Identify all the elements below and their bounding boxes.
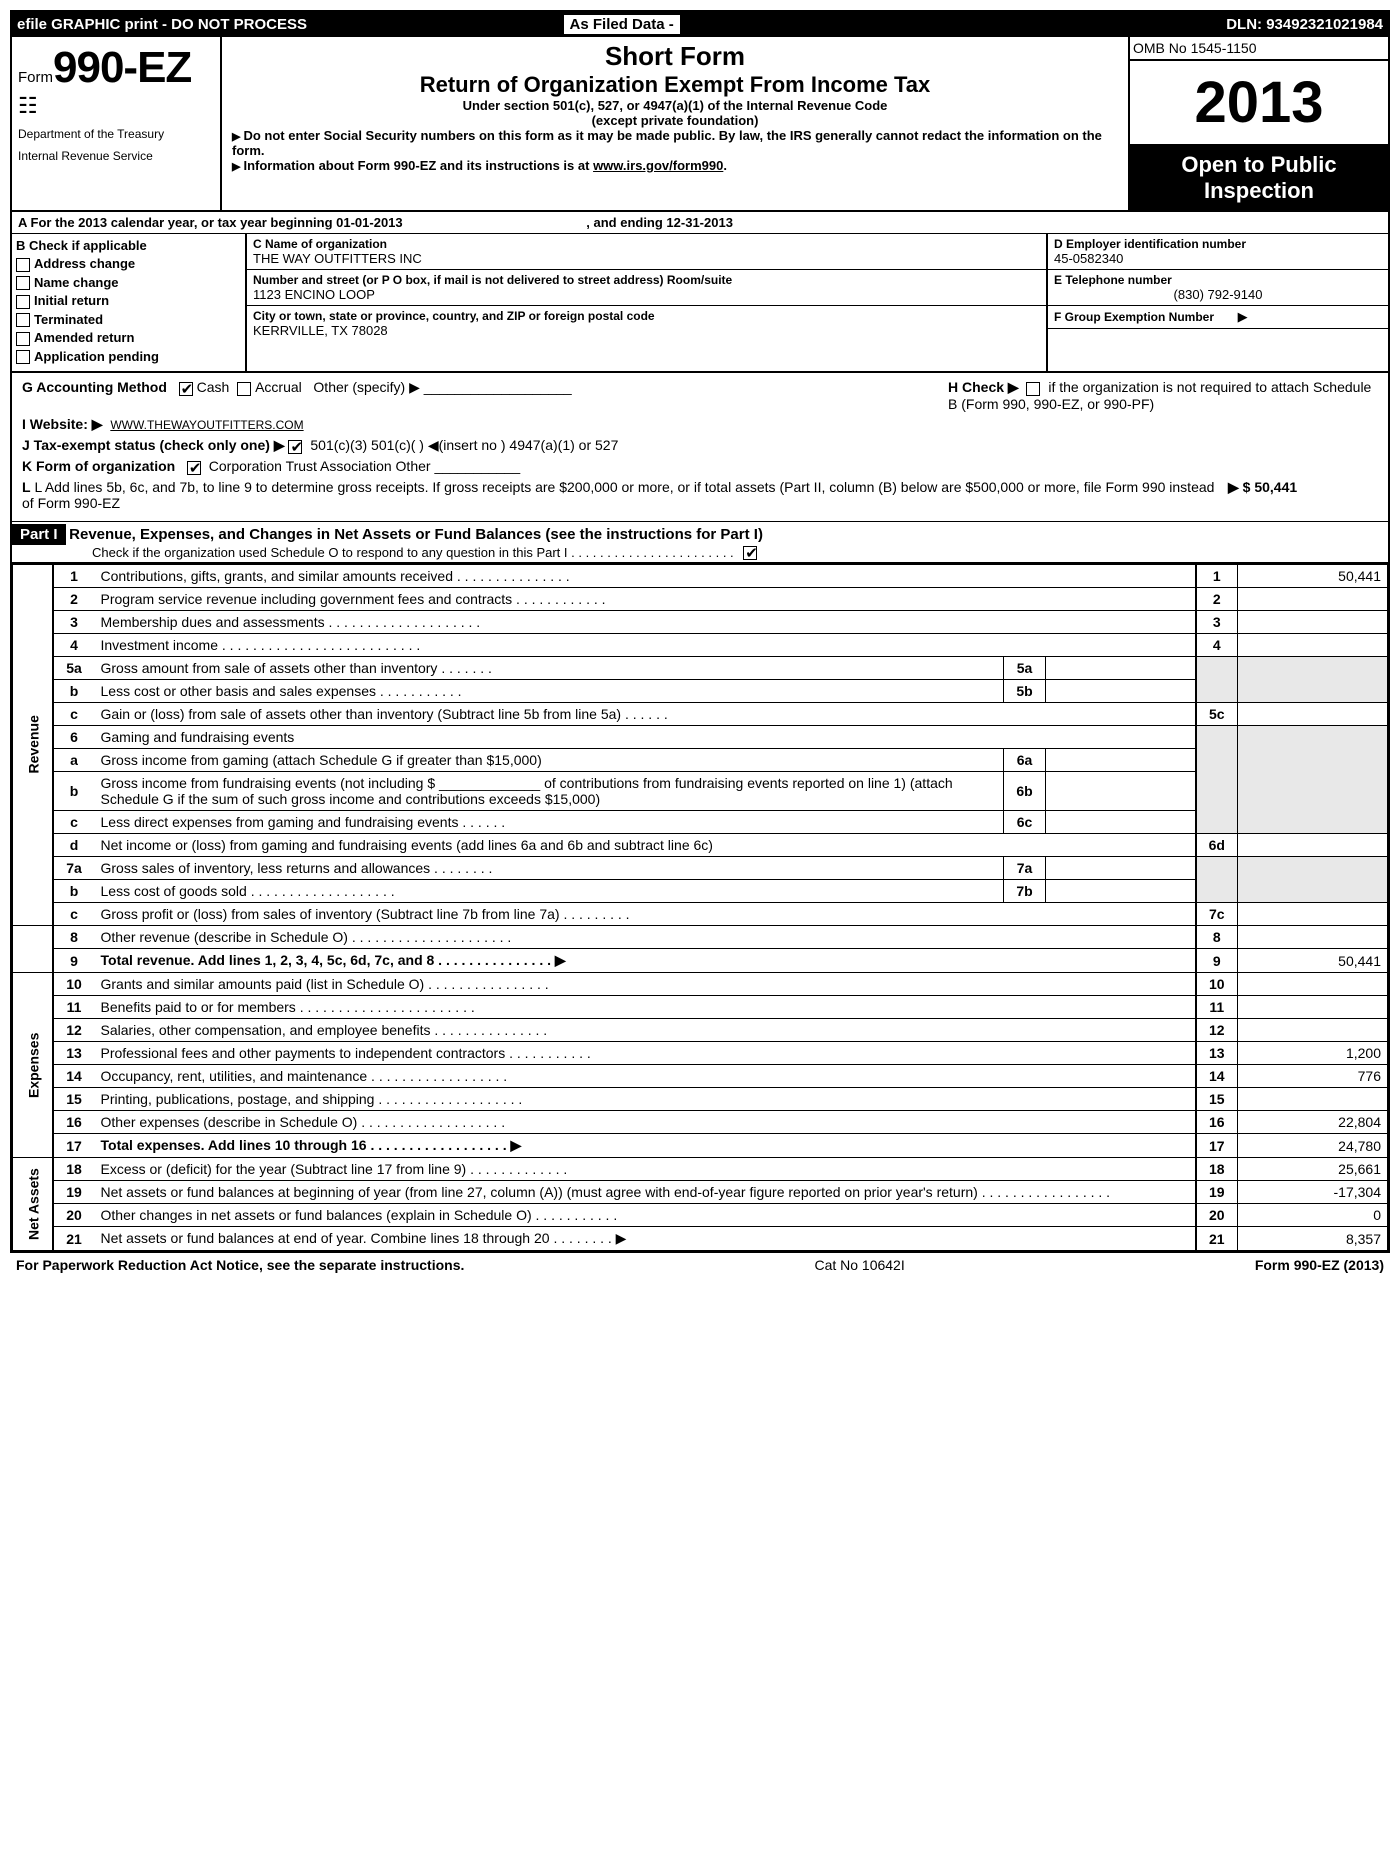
line-21-value: 8,357 — [1238, 1227, 1388, 1251]
ssn-warning: Do not enter Social Security numbers on … — [232, 128, 1102, 158]
header-center: Short Form Return of Organization Exempt… — [222, 37, 1128, 210]
checkbox-accrual[interactable] — [237, 382, 251, 396]
checkbox-initial-return[interactable] — [16, 295, 30, 309]
checkbox-application-pending[interactable] — [16, 350, 30, 364]
info-text: Information about Form 990-EZ and its in… — [243, 158, 593, 173]
checkbox-name-change[interactable] — [16, 276, 30, 290]
part-1-table: Revenue 1 Contributions, gifts, grants, … — [12, 563, 1388, 1251]
ein-value: 45-0582340 — [1054, 251, 1382, 266]
website-value[interactable]: WWW.THEWAYOUTFITTERS.COM — [110, 418, 303, 432]
info-link[interactable]: www.irs.gov/form990 — [593, 158, 723, 173]
dept-treasury: Department of the Treasury — [18, 127, 214, 141]
tax-exempt-options: 501(c)(3) 501(c)( ) ◀(insert no ) 4947(a… — [310, 437, 618, 453]
form-prefix: Form — [18, 69, 53, 86]
tel-value: (830) 792-9140 — [1054, 287, 1382, 302]
line-l-value: ▶ $ 50,441 — [1228, 479, 1378, 511]
expenses-label: Expenses — [13, 973, 53, 1158]
top-bar: efile GRAPHIC print - DO NOT PROCESS As … — [12, 12, 1388, 37]
city-state-zip: KERRVILLE, TX 78028 — [253, 323, 1040, 338]
revenue-label: Revenue — [13, 564, 53, 926]
form-org-options: Corporation Trust Association Other — [209, 458, 431, 474]
open-public-2: Inspection — [1136, 178, 1382, 204]
line-16-value: 22,804 — [1238, 1111, 1388, 1134]
form-990ez: efile GRAPHIC print - DO NOT PROCESS As … — [10, 10, 1390, 1253]
dln-number: DLN: 93492321021984 — [1226, 16, 1383, 33]
section-b-row: B Check if applicable Address change Nam… — [12, 234, 1388, 373]
street-address: 1123 ENCINO LOOP — [253, 287, 1040, 302]
header-left: Form990-EZ ☷ Department of the Treasury … — [12, 37, 222, 210]
section-b: B Check if applicable Address change Nam… — [12, 234, 247, 371]
line-1-value: 50,441 — [1238, 564, 1388, 588]
net-assets-label: Net Assets — [13, 1158, 53, 1251]
mid-section: G Accounting Method Cash Accrual Other (… — [12, 373, 1388, 521]
org-name: THE WAY OUTFITTERS INC — [253, 251, 1040, 266]
part-1-title: Revenue, Expenses, and Changes in Net As… — [69, 526, 763, 543]
efile-notice: efile GRAPHIC print - DO NOT PROCESS — [17, 16, 556, 33]
checkbox-501c3[interactable] — [288, 440, 302, 454]
part-1-check-text: Check if the organization used Schedule … — [92, 545, 734, 560]
website-label: I Website: ▶ — [22, 416, 103, 432]
section-b-title: B Check if applicable — [16, 238, 241, 253]
line-18-value: 25,661 — [1238, 1158, 1388, 1181]
checkbox-amended-return[interactable] — [16, 332, 30, 346]
checkbox-cash[interactable] — [179, 382, 193, 396]
footer: For Paperwork Reduction Act Notice, see … — [10, 1253, 1390, 1277]
accounting-method-label: G Accounting Method — [22, 379, 167, 395]
line-17-total-expenses: 24,780 — [1238, 1134, 1388, 1158]
checkbox-corporation[interactable] — [187, 461, 201, 475]
form-org-label: K Form of organization — [22, 458, 175, 474]
form-version: Form 990-EZ (2013) — [1255, 1257, 1384, 1273]
checkbox-terminated[interactable] — [16, 313, 30, 327]
as-filed-label: As Filed Data - — [564, 15, 680, 34]
form-number: 990-EZ — [53, 43, 191, 92]
line-19-value: -17,304 — [1238, 1181, 1388, 1204]
header-right: OMB No 1545-1150 2013 Open to Public Ins… — [1128, 37, 1388, 210]
group-exemption-label: F Group Exemption Number — [1054, 310, 1214, 324]
under-section: Under section 501(c), 527, or 4947(a)(1)… — [226, 98, 1124, 113]
open-public-1: Open to Public — [1136, 152, 1382, 178]
section-def: D Employer identification number 45-0582… — [1048, 234, 1388, 371]
line-l-text: L Add lines 5b, 6c, and 7b, to line 9 to… — [22, 479, 1214, 511]
dept-irs: Internal Revenue Service — [18, 149, 214, 163]
tax-exempt-label: J Tax-exempt status (check only one) ▶ — [22, 437, 285, 453]
street-label: Number and street (or P O box, if mail i… — [253, 273, 1040, 287]
paperwork-notice: For Paperwork Reduction Act Notice, see … — [16, 1257, 464, 1273]
line-20-value: 0 — [1238, 1204, 1388, 1227]
return-title: Return of Organization Exempt From Incom… — [226, 72, 1124, 98]
omb-number: OMB No 1545-1150 — [1130, 37, 1388, 61]
short-form-title: Short Form — [226, 41, 1124, 72]
cat-number: Cat No 10642I — [814, 1257, 904, 1273]
header-row: Form990-EZ ☷ Department of the Treasury … — [12, 37, 1388, 212]
part-1-label: Part I — [12, 524, 66, 545]
except-foundation: (except private foundation) — [226, 113, 1124, 128]
section-a-text: A For the 2013 calendar year, or tax yea… — [18, 215, 403, 230]
line-9-total-revenue: 50,441 — [1238, 949, 1388, 973]
city-label: City or town, state or province, country… — [253, 309, 1040, 323]
section-a-row: A For the 2013 calendar year, or tax yea… — [12, 212, 1388, 234]
schedule-b-check-label: H Check ▶ — [948, 379, 1019, 395]
org-name-label: C Name of organization — [253, 237, 1040, 251]
checkbox-schedule-o[interactable] — [743, 546, 757, 560]
checkbox-address-change[interactable] — [16, 258, 30, 272]
line-14-value: 776 — [1238, 1065, 1388, 1088]
line-13-value: 1,200 — [1238, 1042, 1388, 1065]
section-a-ending: , and ending 12-31-2013 — [586, 215, 733, 230]
tax-year: 2013 — [1130, 61, 1388, 146]
ein-label: D Employer identification number — [1054, 237, 1382, 251]
section-c: C Name of organization THE WAY OUTFITTER… — [247, 234, 1048, 371]
tel-label: E Telephone number — [1054, 273, 1382, 287]
checkbox-schedule-b[interactable] — [1026, 382, 1040, 396]
